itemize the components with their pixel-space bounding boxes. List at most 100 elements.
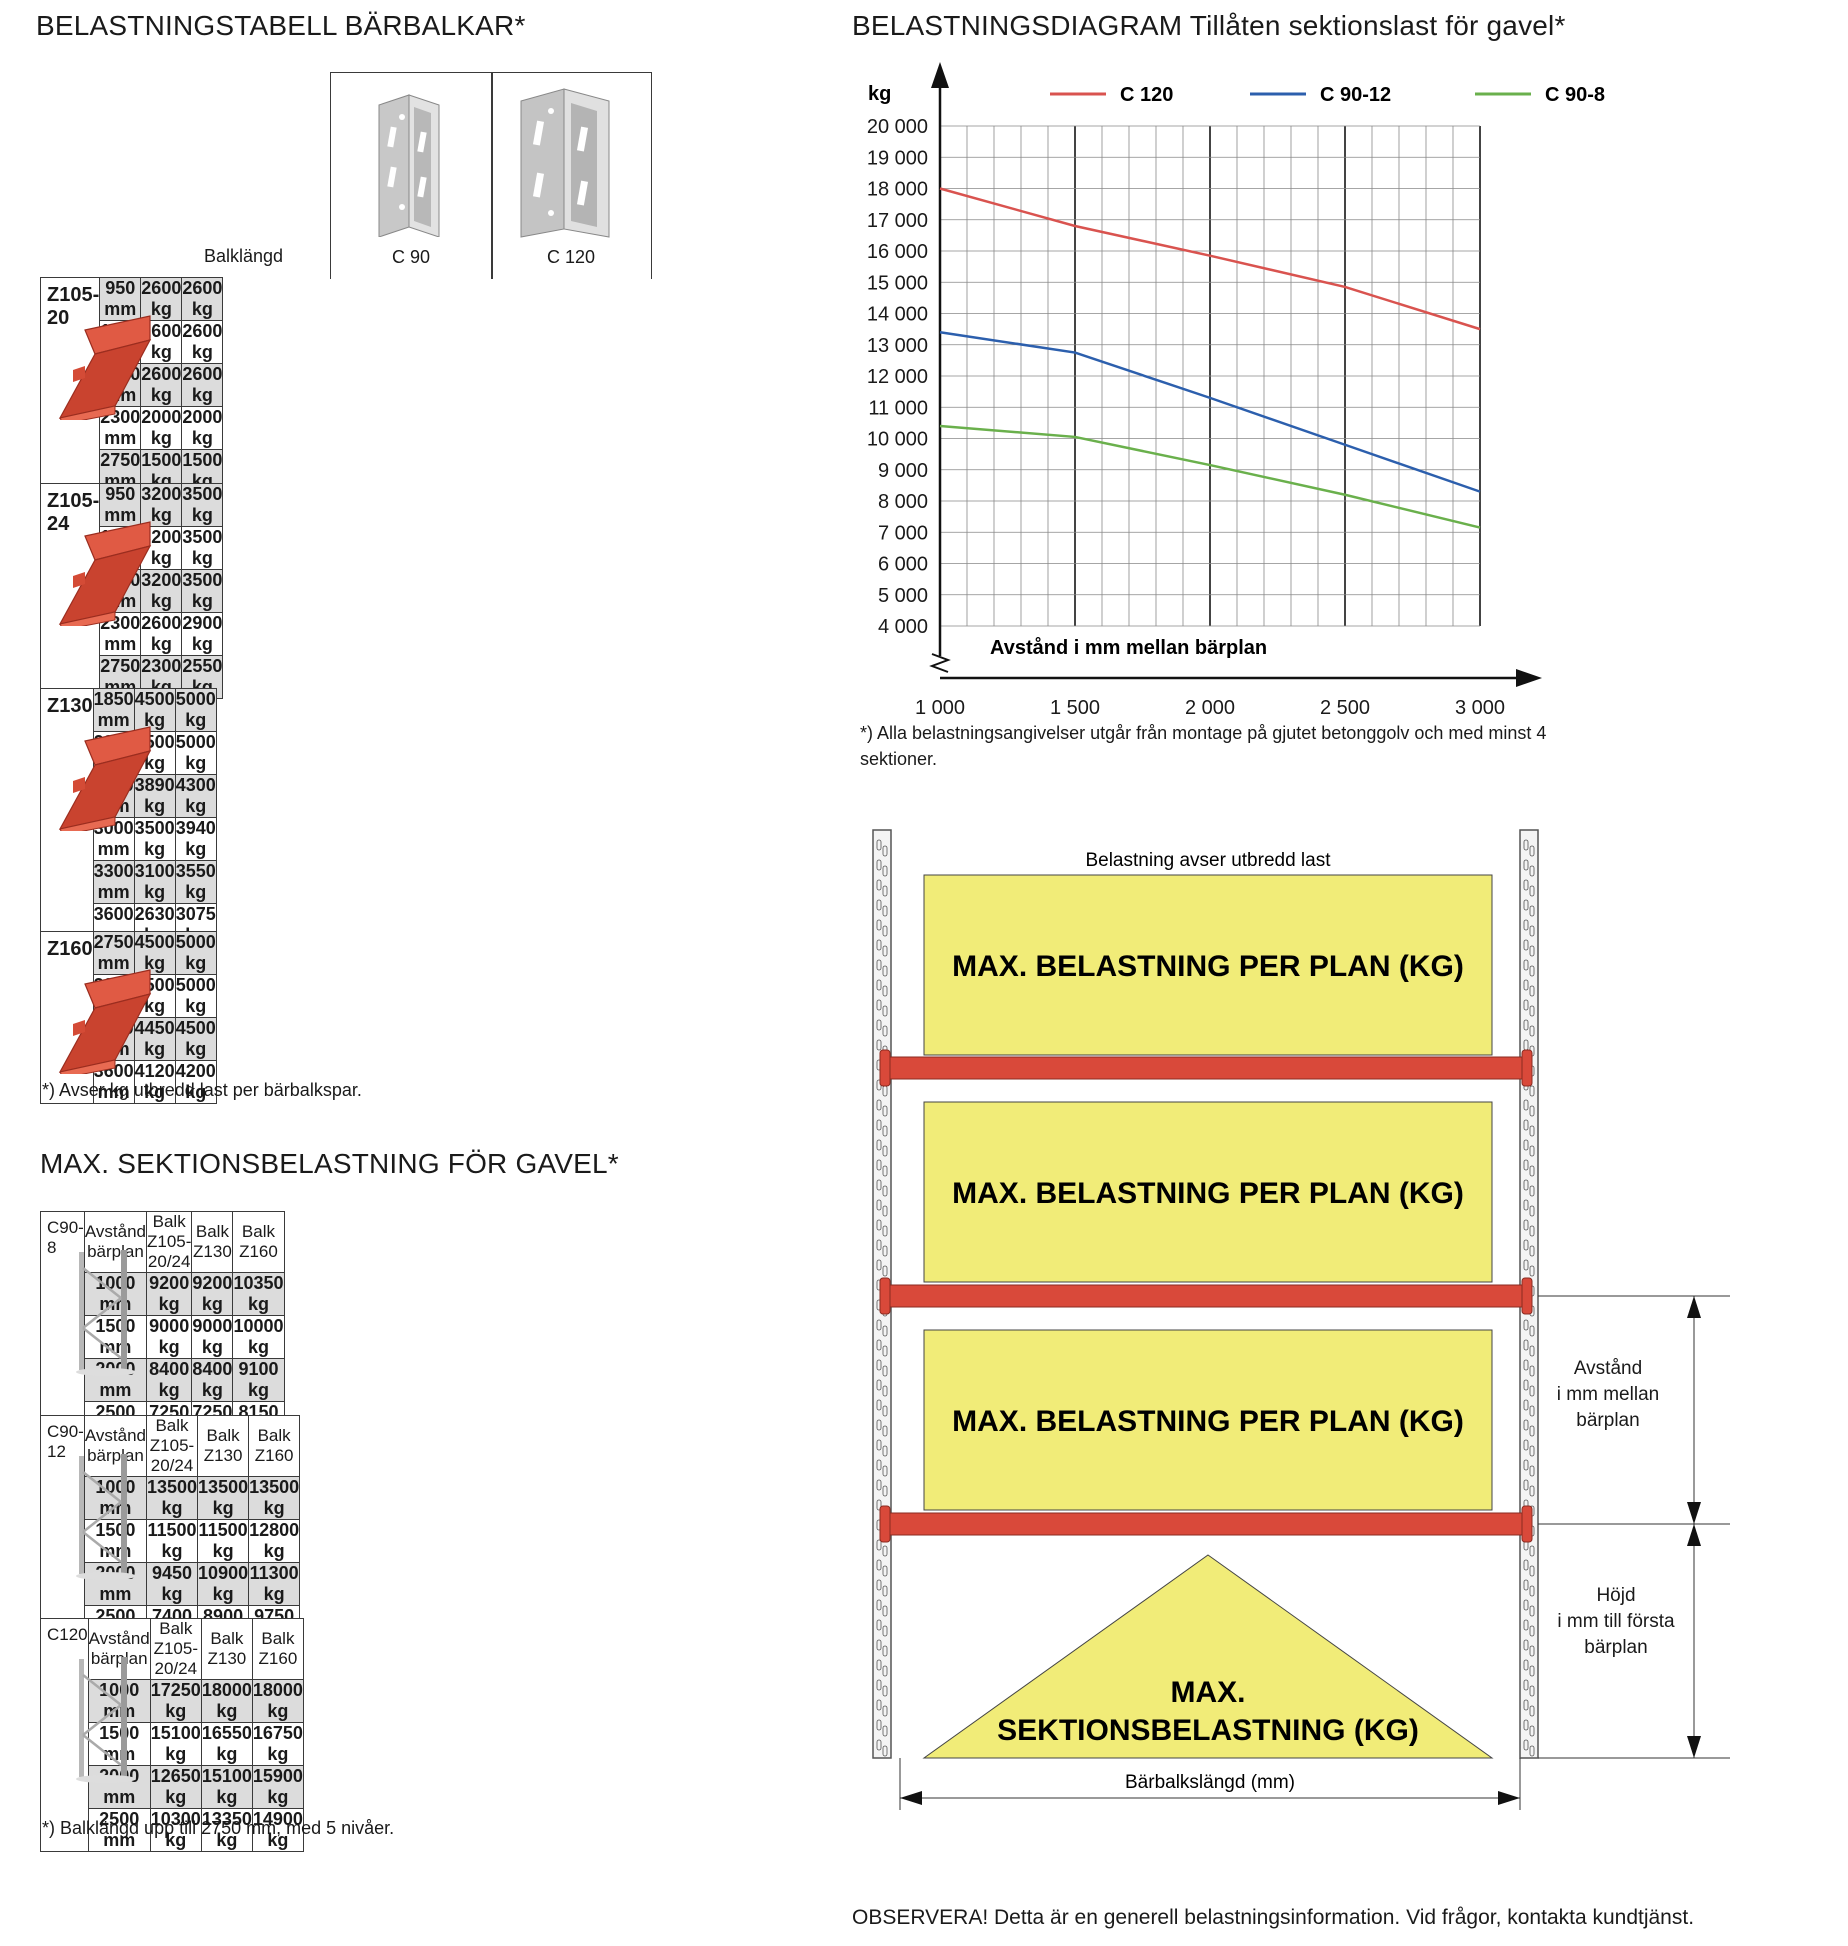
upright-hole (882, 1125, 888, 1137)
upright-hole (882, 1325, 888, 1337)
x-tick-label: 1 500 (1050, 697, 1100, 716)
upright-hole (1529, 1365, 1535, 1377)
upright-hole (1523, 1179, 1529, 1191)
beam-table-footnote: *) Avser kg utbredd last per bärbalkspar… (42, 1080, 362, 1100)
upright-frame-icon (76, 1250, 136, 1376)
upright-hole (882, 1105, 888, 1117)
upright-hole (876, 1139, 882, 1151)
beam-length-cell: 1850 mm (92, 688, 135, 732)
section-load-cell: 11500 kg (197, 1518, 250, 1563)
section-load-cell: 14900 kg (251, 1808, 304, 1852)
beam-group-name-cell: Z105-24 (39, 482, 152, 699)
load-value-cell: 5000 kg (174, 974, 217, 1018)
beam-table-header: C 90 C 120 (330, 72, 652, 279)
section-load-cell: 17250 kg (149, 1679, 202, 1723)
y-tick-label: 20 000 (867, 116, 928, 138)
chart-footnote: *) Alla belastningsangivelser utgår från… (860, 723, 1547, 769)
rack-diagram: Belastning avser utbredd last MAX. BELAS… (872, 829, 1730, 1810)
series-line (939, 331, 1481, 493)
level-label-1: MAX. BELASTNING PER PLAN (KG) (952, 950, 1464, 983)
upright-hole (1523, 1719, 1529, 1731)
upright-hole (1523, 1099, 1529, 1111)
upright-hole (882, 845, 888, 857)
section-column-header: Balk Z130 (200, 1618, 253, 1680)
section-group-name: C120 (47, 1625, 88, 1644)
upright-hole (882, 985, 888, 997)
load-value-cell: 2000 kg (140, 406, 183, 450)
y-tick-label: 11 000 (868, 397, 928, 419)
load-value-cell: 4450 kg (133, 1017, 176, 1061)
section-header-row: C90-8 Avstånd bärplan Balk Z105-20/24 Balk … (40, 1211, 285, 1445)
section-load-cell: 18000 kg (251, 1679, 304, 1723)
load-value-cell: 3890 kg (133, 774, 176, 818)
load-value-cell: 3500 kg (181, 568, 224, 613)
y-tick-label: 12 000 (867, 366, 928, 388)
beam-length-label: Bärbalkslängd (mm) (1125, 1772, 1295, 1793)
upright-hole (1523, 1699, 1529, 1711)
load-value-cell: 3500 kg (181, 482, 224, 527)
upright-hole (1529, 925, 1535, 937)
x-axis-arrow (1516, 669, 1542, 687)
section-label-line1: MAX. (1171, 1676, 1246, 1709)
upright-hole (1529, 1165, 1535, 1177)
bottom-note: OBSERVERA! Detta är en generell belastni… (852, 1906, 1695, 1929)
table-row: 3300 mm 3100 kg 3550 kg (41, 860, 217, 904)
upright-hole (876, 1739, 882, 1751)
upright-hole (1529, 1405, 1535, 1417)
table-row: 3600 mm 4120 kg 4200 kg (41, 1060, 217, 1104)
shelf-distance-cell: 1500 mm (87, 1722, 151, 1766)
upright-hole (876, 1719, 882, 1731)
load-value-cell: 5000 kg (174, 731, 217, 775)
load-value-cell: 3940 kg (174, 817, 217, 861)
upright-hole (882, 925, 888, 937)
beam-profile-icon (58, 726, 152, 831)
upright-hole (1529, 1265, 1535, 1277)
upright-hole (1523, 1159, 1529, 1171)
section-column-header: Balk Z105-20/24 (145, 1414, 199, 1477)
load-value-cell: 4200 kg (174, 1060, 217, 1104)
dim-between-1: Avstånd (1574, 1358, 1642, 1379)
x-axis-label: Avstånd i mm mellan bärplan (990, 636, 1267, 659)
upright-hole (1523, 1119, 1529, 1131)
upright-hole (1523, 1639, 1529, 1651)
upright-hole (876, 1159, 882, 1171)
legend-label: C 120 (1120, 84, 1173, 106)
upright-hole (882, 865, 888, 877)
upright-hole (1523, 1199, 1529, 1211)
upright-hole (1529, 1485, 1535, 1497)
legend-label: C 90-12 (1320, 84, 1391, 106)
upright-hole (1523, 979, 1529, 991)
dim-between-3: bärplan (1576, 1410, 1639, 1431)
upright-hole (1529, 865, 1535, 877)
upright-hole (1523, 1359, 1529, 1371)
upright-hole (882, 1585, 888, 1597)
shelf-distance-cell: 2000 mm (83, 1561, 147, 1606)
section-header-row: C120 Avstånd bärplan Balk Z105-20/24 Balk Z… (40, 1618, 304, 1852)
section-load-triangle (922, 1554, 1494, 1759)
beam-2 (879, 1277, 1533, 1315)
level-label-3: MAX. BELASTNING PER PLAN (KG) (952, 1405, 1464, 1438)
upright-hole (1523, 1679, 1529, 1691)
beam-length-cell: 3300 mm (92, 860, 135, 904)
upright-hole (1523, 1739, 1529, 1751)
upright-hole (1529, 1245, 1535, 1257)
table-row: Z130 1850 mm 4500 kg 5000 kg (40, 688, 217, 947)
upright-hole (1523, 879, 1529, 891)
upright-hole (1529, 1425, 1535, 1437)
upright-hole (1523, 1399, 1529, 1411)
upright-hole (882, 905, 888, 917)
upright-hole (1523, 1459, 1529, 1471)
upright-hole (876, 1499, 882, 1511)
upright-hole (876, 939, 882, 951)
upright-hole (1529, 1665, 1535, 1677)
section-column-header: Balk Z130 (197, 1414, 250, 1477)
upright-hole (1529, 1125, 1535, 1137)
section-load-cell: 15100 kg (200, 1765, 253, 1809)
section-load-cell: 9200 kg (145, 1272, 193, 1316)
upright-hole (1523, 1599, 1529, 1611)
upright-hole (882, 1205, 888, 1217)
upright-hole (882, 1485, 888, 1497)
y-tick-label: 8 000 (878, 491, 928, 513)
